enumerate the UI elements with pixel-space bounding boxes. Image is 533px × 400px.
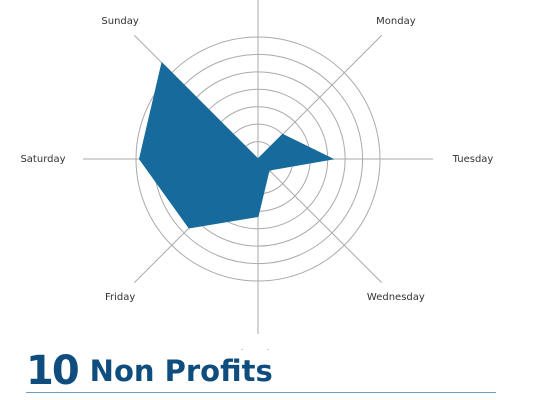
radar-area [138,61,335,229]
spoke [257,158,383,284]
heading: 10 Non Profits [26,350,496,393]
heading-text: Non Profits [89,354,273,388]
axis-label: Wednesday [367,292,425,303]
axis-label: Thursday [234,349,282,350]
heading-number: 10 [26,348,80,394]
chart: Monday Tuesday Wednesday Thursday Friday Satu… [20,0,494,350]
axis-label: Monday [376,16,416,27]
axis-label: Friday [105,292,135,303]
axis-label: Sunday [101,16,138,27]
axis-label: Saturday [20,154,65,165]
axis-label: Tuesday [452,154,494,165]
